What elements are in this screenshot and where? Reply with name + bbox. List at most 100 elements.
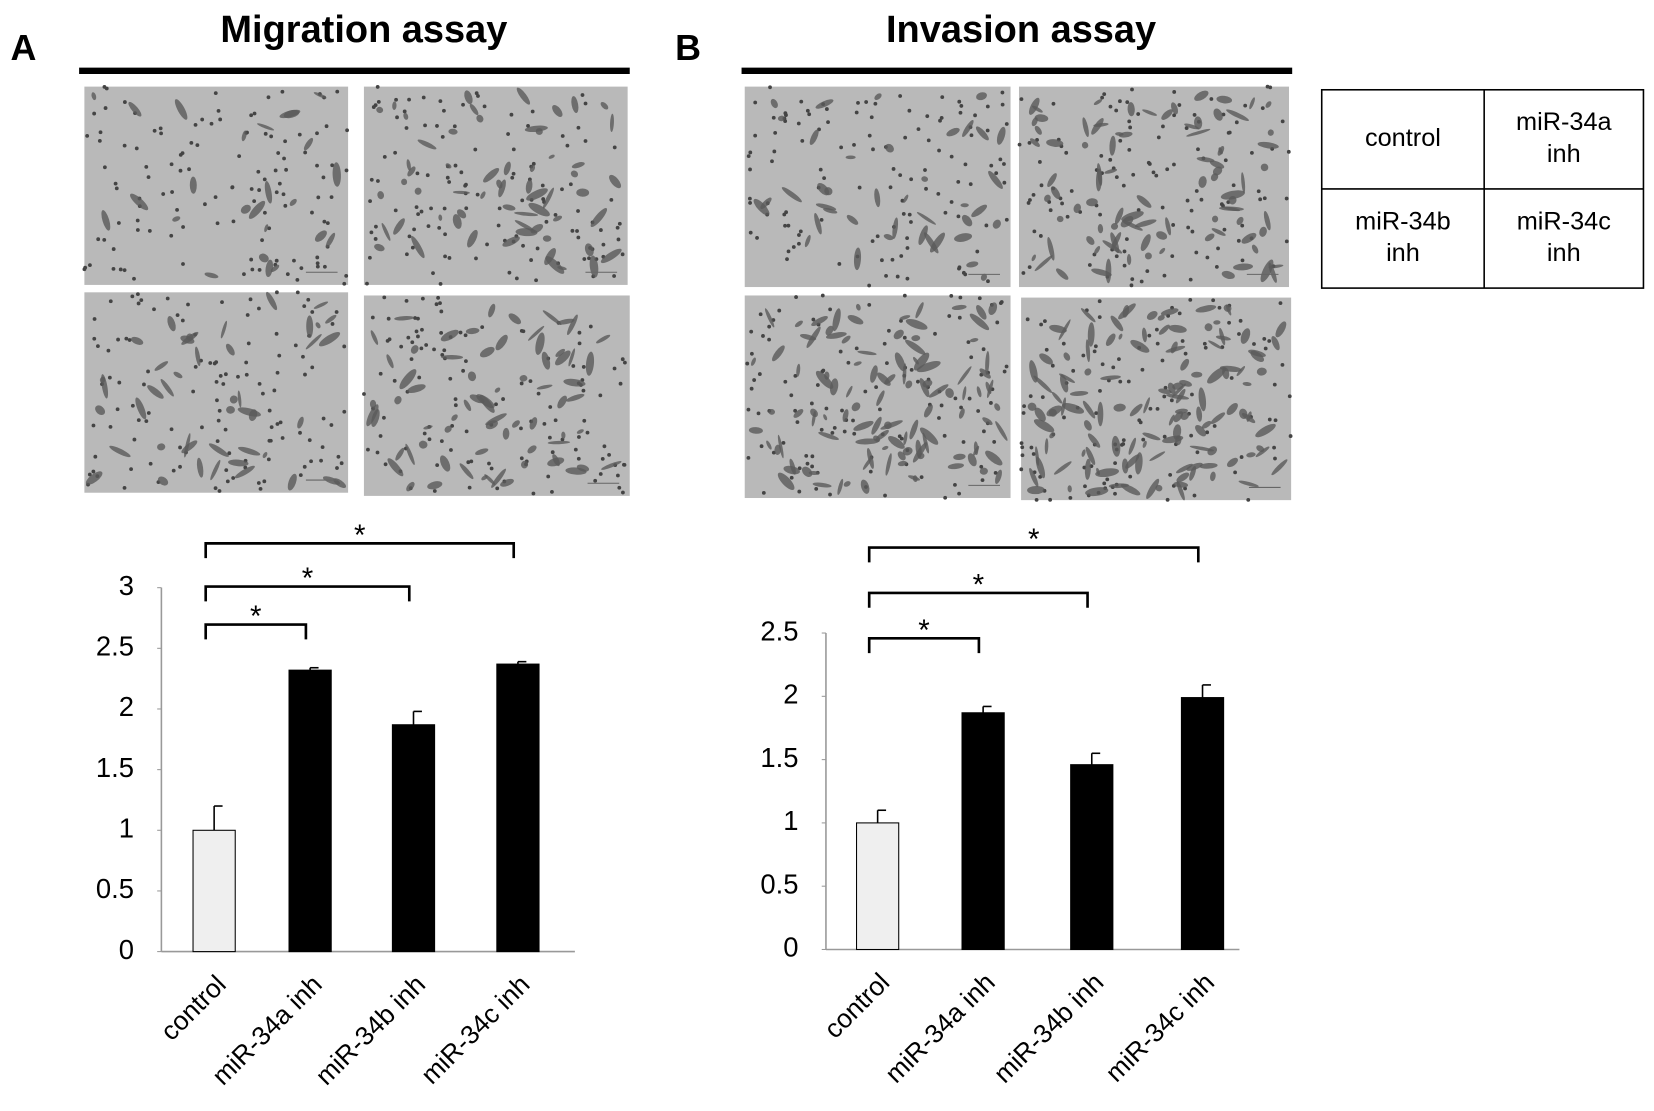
pore xyxy=(772,149,777,154)
cell xyxy=(557,395,567,409)
pore xyxy=(127,338,132,342)
cell xyxy=(1210,412,1226,424)
pore xyxy=(246,341,251,346)
pore xyxy=(1002,180,1007,185)
pore xyxy=(422,431,427,436)
cell xyxy=(1267,129,1274,136)
cell xyxy=(855,303,861,311)
pore xyxy=(435,124,439,128)
pore xyxy=(1250,151,1254,155)
pore xyxy=(1128,474,1133,479)
cell xyxy=(902,194,909,203)
pore xyxy=(107,375,112,380)
pore xyxy=(497,206,502,211)
pore xyxy=(1272,382,1277,387)
cell xyxy=(270,264,280,272)
pore xyxy=(933,331,937,336)
pore xyxy=(209,121,214,126)
cell xyxy=(1198,176,1207,188)
cell xyxy=(303,137,314,151)
pore xyxy=(378,371,383,376)
pore xyxy=(767,337,771,342)
pore xyxy=(395,115,399,120)
pore xyxy=(616,237,621,242)
pore xyxy=(297,132,302,137)
pore xyxy=(907,212,912,217)
pore xyxy=(1172,90,1177,94)
pore xyxy=(284,167,288,172)
cell xyxy=(1255,446,1270,458)
pore xyxy=(856,100,860,105)
cell xyxy=(1241,413,1256,424)
cell xyxy=(954,233,973,242)
pore xyxy=(406,335,411,340)
cell xyxy=(985,381,992,395)
pore xyxy=(761,334,765,338)
pore xyxy=(1177,311,1182,316)
pore xyxy=(274,331,279,336)
cell xyxy=(525,179,533,194)
pore xyxy=(212,361,217,366)
pore xyxy=(520,198,525,203)
pore xyxy=(429,206,433,211)
cell xyxy=(519,375,528,382)
pore xyxy=(905,236,910,241)
cell xyxy=(1130,339,1150,353)
pore xyxy=(409,357,414,362)
pore xyxy=(191,389,196,394)
cell xyxy=(1063,352,1071,361)
pore xyxy=(953,482,957,487)
cell xyxy=(994,403,1001,411)
cell xyxy=(897,460,908,467)
pore xyxy=(310,210,314,215)
pore xyxy=(1040,395,1045,400)
pore xyxy=(175,313,180,318)
significance-label: * xyxy=(1028,523,1040,556)
pore xyxy=(1034,497,1039,502)
pore xyxy=(374,224,378,229)
cell xyxy=(1186,128,1211,137)
pore xyxy=(1118,138,1123,143)
cell xyxy=(748,427,763,434)
pore xyxy=(582,257,587,261)
pore xyxy=(548,405,553,409)
cell xyxy=(988,302,998,316)
cell xyxy=(846,385,853,398)
cell xyxy=(229,395,238,404)
pore xyxy=(1113,491,1117,496)
pore xyxy=(266,95,271,100)
pore xyxy=(322,264,327,269)
pore xyxy=(870,239,875,243)
significance-label: * xyxy=(250,600,262,633)
cell xyxy=(1204,233,1215,242)
pore xyxy=(404,298,409,303)
pore xyxy=(1068,495,1073,500)
cell xyxy=(157,443,166,451)
cell xyxy=(818,431,839,441)
pore xyxy=(266,457,271,462)
cell xyxy=(585,351,595,376)
pore xyxy=(169,427,174,432)
pore xyxy=(459,170,464,175)
pore xyxy=(961,270,966,275)
pore xyxy=(443,254,447,259)
pore xyxy=(1226,130,1231,135)
y-tick-label: 1.5 xyxy=(96,752,134,783)
cell xyxy=(1118,303,1136,320)
cell xyxy=(985,450,1003,466)
pore xyxy=(1162,434,1167,439)
cell xyxy=(1030,138,1040,147)
pore xyxy=(248,297,253,302)
pore xyxy=(135,218,140,223)
cell xyxy=(1121,210,1144,222)
cell xyxy=(951,304,967,311)
pore xyxy=(1280,119,1285,124)
cell xyxy=(552,105,563,117)
micrograph xyxy=(744,293,1011,500)
cell xyxy=(992,219,1001,229)
cell xyxy=(130,193,149,211)
pore xyxy=(417,375,422,380)
pore xyxy=(752,378,757,382)
cell xyxy=(916,360,941,373)
